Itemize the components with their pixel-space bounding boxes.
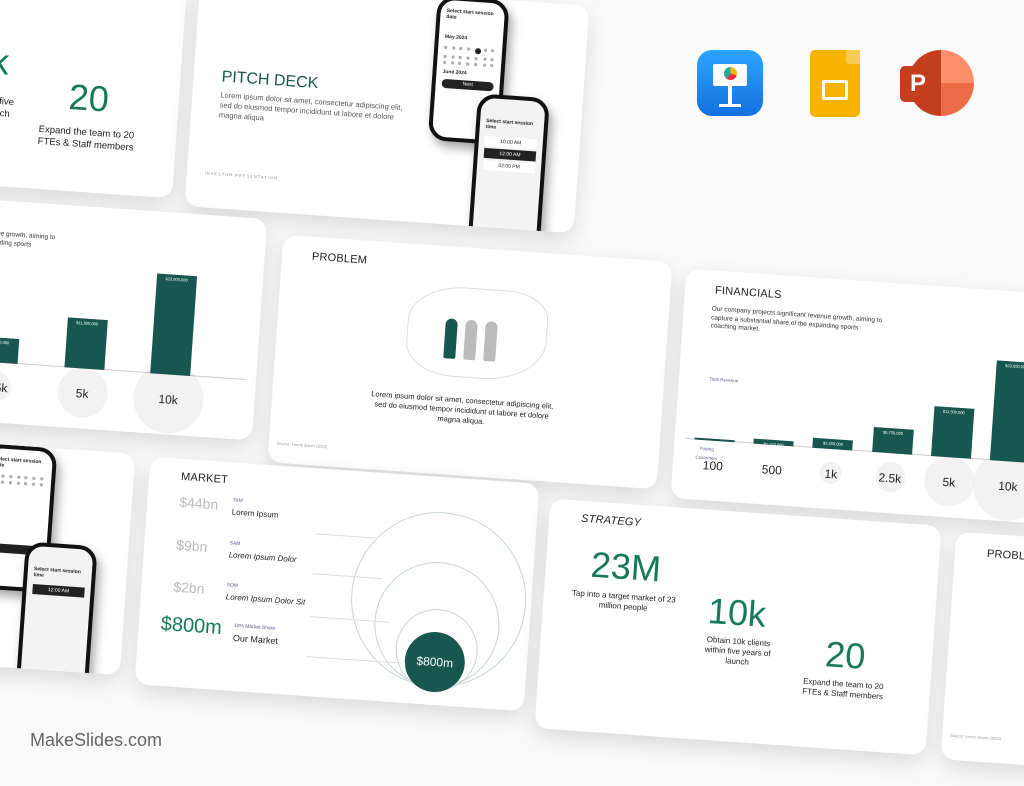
customer-count-label: 10k [997, 478, 1019, 495]
chart-baseline [684, 437, 1024, 465]
stat-caption: clients within five years of launch [0, 92, 15, 120]
problem-source: Source: Lorem Ipsum (2024) [950, 732, 1002, 742]
slide-financials-partial[interactable]: Our company projects significant revenue… [0, 191, 268, 441]
stat-value: 10k [706, 589, 768, 635]
tam-value: $44bn [178, 493, 219, 513]
next-button[interactable]: Next [441, 78, 494, 92]
phone-time-picker: Select start session time 10:00 AM 12:00… [467, 93, 550, 234]
google-slides-icon [810, 50, 860, 117]
time-slot[interactable]: 12:00 AM [32, 583, 85, 598]
strategy-title: STRATEGY [580, 512, 642, 529]
revenue-bar: $1,150,000 [753, 438, 794, 448]
problem-body: Lorem ipsum dolor sit amet, consectetur … [370, 389, 554, 427]
calendar-grid [0, 474, 45, 487]
chart-baseline [0, 353, 247, 380]
revenue-bar: $5,750,000 [0, 336, 20, 364]
slide-problem[interactable]: PROBLEM Lorem ipsum dolor sit amet, cons… [267, 234, 673, 490]
stat-caption: Tap into a target market of 23 million p… [571, 588, 677, 613]
customer-count-label: 2.5k [878, 470, 902, 486]
stat-value: 23M [589, 543, 663, 590]
slide-strategy[interactable]: STRATEGY 23M Tap into a target market of… [534, 498, 942, 756]
phone-title: Select start session date [0, 456, 42, 469]
tam-name: Lorem Ipsum [231, 507, 279, 520]
stat-value: k [0, 40, 11, 83]
sam-tag: SAM [229, 540, 241, 548]
slide-phone-partial[interactable]: Select start session date Select start s… [0, 426, 136, 676]
month-label: June 2024 [442, 68, 467, 77]
customer-count-label: 10k [158, 391, 179, 408]
bar-value-label: $5,750,000 [882, 429, 904, 437]
revenue-bar: $23,000,000 [149, 273, 197, 377]
our-market-name: Our Market [232, 632, 279, 647]
bar-value-label: $23,000,000 [165, 276, 188, 283]
sam-name: Lorem Ipsum Dolor [228, 550, 297, 565]
problem-title: PROBLEM [986, 547, 1024, 564]
stat-value: 20 [823, 633, 867, 677]
stat-caption: Obtain 10k clients within five years of … [704, 634, 771, 667]
bar-value-label: $2,300,000 [822, 440, 844, 447]
slide-pitch-deck[interactable]: PITCH DECK Lorem ipsum dolor sit amet, c… [184, 0, 590, 234]
phone-title: Select start session date [446, 7, 494, 21]
customer-count-label: 500 [761, 462, 783, 478]
problem-source: Source: Lorem ipsum (2024) [276, 440, 328, 450]
problem-title: PROBLEM [311, 250, 368, 267]
revenue-chart: $2,300,0001k$5,750,0002.5k$11,500,0005k$… [0, 245, 254, 436]
customer-count-label: 5k [942, 474, 956, 490]
pitch-body: Lorem ipsum dolor sit amet, consectetur … [218, 90, 403, 123]
phone-title: Select start session time [33, 566, 82, 579]
stat-caption: Expand the team to 20 FTEs & Staff membe… [801, 676, 884, 702]
customer-count-label: 5k [75, 386, 89, 401]
tam-tag: TAM [232, 497, 243, 505]
market-title: MARKET [180, 470, 229, 487]
powerpoint-letter: P [900, 66, 936, 102]
stat-value: 20 [67, 75, 111, 120]
slide-market[interactable]: MARKET $800m $44bn TAM Lorem Ipsum $9bn … [134, 456, 540, 712]
customer-count-label: 2.5k [0, 379, 8, 396]
som-name: Lorem Ipsum Dolor Sit [225, 592, 306, 607]
pitch-title: PITCH DECK [221, 68, 319, 93]
financials-title: FINANCIALS [714, 284, 783, 302]
phone-time-picker: Select start session time 12:00 AM [15, 541, 98, 676]
revenue-bar: $23,000,000 [989, 360, 1024, 463]
slide-strategy-partial[interactable]: k clients within five years of launch 20… [0, 0, 188, 199]
revenue-chart: $230,000 100 $1,150,000 500 $2,300,000 1k $5,7… [684, 329, 1024, 523]
bar-value-label: $23,000,000 [1005, 362, 1024, 370]
powerpoint-icon: P [900, 50, 974, 118]
month-label: May 2024 [444, 33, 468, 42]
bar-value-label: $5,750,000 [0, 338, 10, 346]
keynote-icon [697, 50, 763, 116]
som-tag: SOM [226, 582, 239, 590]
customer-count-label: 1k [824, 466, 838, 482]
pitch-footer: INVESTOR PRESENTATION [204, 170, 278, 181]
watermark: MakeSlides.com [30, 730, 163, 750]
bar-value-label: $11,500,000 [942, 408, 965, 416]
som-value: $2bn [172, 578, 206, 597]
revenue-bar: $11,500,000 [63, 317, 108, 371]
revenue-bar: $5,750,000 [871, 426, 914, 455]
our-market-value: $800m [160, 612, 223, 640]
our-market-tag: 10% Market Share [233, 622, 276, 632]
customer-count-label: 100 [702, 458, 724, 474]
time-slot[interactable]: 02:00 PM [482, 159, 536, 174]
slide-problem-partial[interactable]: PROBLEM Source: Lorem Ipsum (2024) [940, 531, 1024, 786]
phone-title: Select start session time [485, 117, 534, 131]
revenue-bar: $11,500,000 [930, 406, 975, 459]
sam-value: $9bn [175, 536, 208, 555]
stat-caption: Expand the team to 20 FTEs & Staff membe… [37, 123, 135, 154]
bar-value-label: $1,150,000 [763, 441, 784, 448]
revenue-bar: $2,300,000 [812, 437, 854, 451]
slide-financials[interactable]: FINANCIALS Our company projects signific… [670, 268, 1024, 526]
calendar-grid [443, 45, 496, 68]
revenue-bar: $230,000 [694, 437, 735, 446]
bar-value-label: $11,500,000 [75, 319, 99, 327]
